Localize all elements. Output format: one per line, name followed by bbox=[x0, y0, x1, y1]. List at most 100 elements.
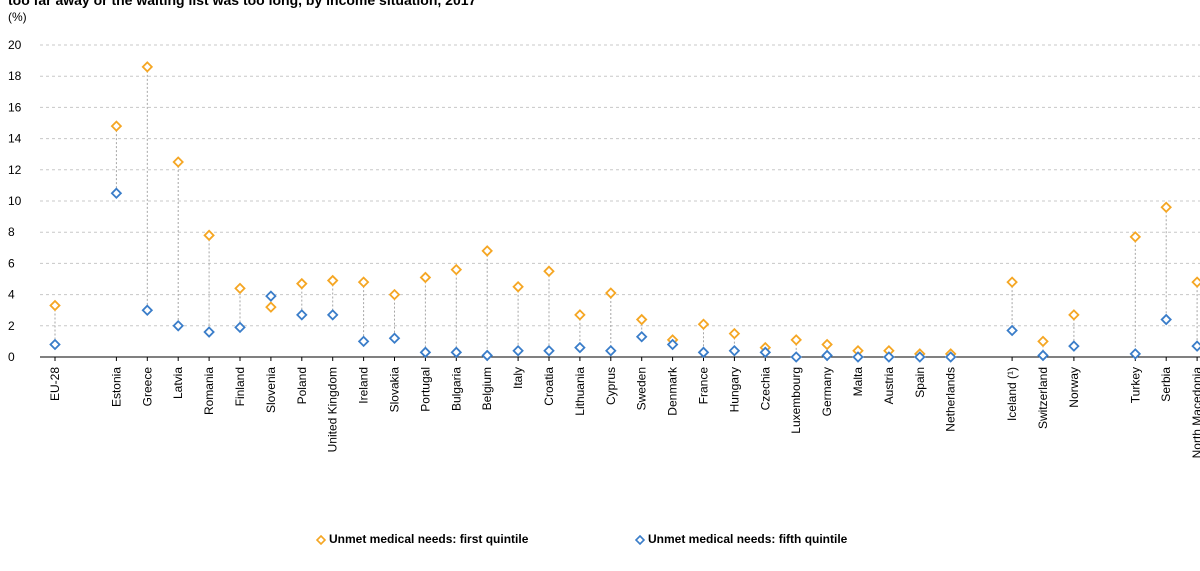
x-tick-label: Portugal bbox=[418, 367, 432, 412]
x-tick-label: Austria bbox=[882, 367, 896, 405]
x-tick-label: Sweden bbox=[635, 367, 649, 410]
data-point-fifth-quintile bbox=[1037, 349, 1049, 362]
x-tick-label: Iceland (¹) bbox=[1005, 367, 1019, 421]
data-point-first-quintile bbox=[790, 334, 802, 346]
y-tick-label: 16 bbox=[8, 100, 22, 114]
legend-item-fifth-quintile: Unmet medical needs: fifth quintile bbox=[634, 531, 848, 547]
data-point-first-quintile bbox=[821, 338, 833, 351]
x-tick-label: Italy bbox=[511, 367, 525, 389]
data-point-fifth-quintile bbox=[172, 320, 184, 332]
data-point-first-quintile bbox=[512, 281, 524, 293]
data-point-fifth-quintile bbox=[790, 351, 802, 363]
data-point-first-quintile bbox=[1160, 201, 1172, 214]
x-tick-label: Denmark bbox=[666, 366, 680, 416]
data-point-first-quintile bbox=[141, 61, 154, 73]
y-tick-label: 12 bbox=[8, 163, 22, 177]
data-point-fifth-quintile bbox=[697, 346, 710, 359]
data-point-fifth-quintile bbox=[944, 351, 957, 363]
data-point-first-quintile bbox=[203, 229, 215, 242]
x-tick-label: Serbia bbox=[1159, 367, 1173, 402]
x-tick-label: France bbox=[697, 367, 711, 405]
data-point-first-quintile bbox=[1037, 335, 1049, 348]
x-tick-label: Cyprus bbox=[604, 367, 618, 405]
x-tick-label: Lithuania bbox=[573, 367, 587, 416]
x-tick-label: Norway bbox=[1067, 367, 1081, 408]
x-tick-label: Estonia bbox=[109, 367, 123, 407]
data-point-first-quintile bbox=[265, 301, 277, 313]
data-point-fifth-quintile bbox=[141, 304, 154, 316]
data-point-fifth-quintile bbox=[574, 341, 586, 354]
x-tick-label: Czechia bbox=[758, 367, 772, 411]
legend-label: Unmet medical needs: fifth quintile bbox=[648, 532, 848, 546]
y-tick-label: 10 bbox=[8, 194, 22, 208]
data-point-fifth-quintile bbox=[265, 290, 277, 302]
data-point-fifth-quintile bbox=[1068, 340, 1080, 352]
data-point-first-quintile bbox=[357, 276, 370, 288]
data-point-first-quintile bbox=[1006, 276, 1018, 288]
data-point-first-quintile bbox=[296, 277, 308, 290]
x-tick-label: Switzerland bbox=[1036, 367, 1050, 429]
data-point-fifth-quintile bbox=[883, 351, 895, 363]
data-point-first-quintile bbox=[326, 274, 339, 287]
data-point-fifth-quintile bbox=[1006, 324, 1018, 337]
data-point-first-quintile bbox=[1129, 231, 1142, 243]
data-point-fifth-quintile bbox=[1160, 313, 1172, 326]
data-point-fifth-quintile bbox=[49, 338, 61, 351]
data-point-first-quintile bbox=[728, 327, 741, 340]
data-point-fifth-quintile bbox=[296, 309, 308, 321]
data-point-fifth-quintile bbox=[852, 351, 864, 363]
x-tick-label: Hungary bbox=[727, 367, 741, 412]
x-tick-label: Ireland bbox=[357, 367, 371, 404]
data-point-fifth-quintile bbox=[357, 335, 370, 348]
data-point-first-quintile bbox=[543, 265, 555, 277]
y-tick-label: 20 bbox=[8, 38, 22, 52]
x-tick-label: Turkey bbox=[1128, 367, 1142, 403]
data-point-first-quintile bbox=[697, 318, 710, 331]
data-point-first-quintile bbox=[234, 282, 246, 295]
x-tick-label: Spain bbox=[913, 367, 927, 398]
x-tick-label: Malta bbox=[851, 367, 865, 397]
y-tick-label: 8 bbox=[8, 225, 15, 239]
data-point-fifth-quintile bbox=[605, 344, 617, 357]
data-point-fifth-quintile bbox=[326, 309, 339, 321]
x-tick-label: Netherlands bbox=[944, 367, 958, 432]
data-point-first-quintile bbox=[419, 271, 432, 284]
data-point-fifth-quintile bbox=[203, 326, 215, 338]
data-point-fifth-quintile bbox=[1129, 348, 1142, 360]
x-tick-label: Bulgaria bbox=[449, 367, 463, 411]
data-point-first-quintile bbox=[172, 156, 184, 168]
x-tick-label: Luxembourg bbox=[789, 367, 803, 434]
data-point-fifth-quintile bbox=[759, 346, 772, 359]
x-tick-label: Germany bbox=[820, 367, 834, 416]
x-tick-label: United Kingdom bbox=[326, 367, 340, 452]
data-point-first-quintile bbox=[110, 120, 123, 132]
data-point-fifth-quintile bbox=[1191, 340, 1200, 352]
x-tick-label: Poland bbox=[295, 367, 309, 404]
x-tick-label: Romania bbox=[202, 367, 216, 415]
data-point-first-quintile bbox=[574, 309, 586, 321]
chart-plot: 0 2 4 6 8 10 12 14 16 18 20 EU-28 Estonia Greece Latvi… bbox=[8, 38, 1200, 458]
data-point-fifth-quintile bbox=[110, 187, 123, 199]
y-tick-label: 0 bbox=[8, 350, 15, 364]
data-point-fifth-quintile bbox=[481, 349, 493, 362]
data-point-fifth-quintile bbox=[388, 332, 401, 345]
data-point-fifth-quintile bbox=[666, 338, 679, 351]
x-tick-label: Slovakia bbox=[388, 367, 402, 413]
orange-diamond-icon bbox=[315, 534, 327, 546]
data-point-fifth-quintile bbox=[234, 321, 246, 334]
blue-diamond-icon bbox=[634, 534, 646, 546]
x-tick-label: Slovenia bbox=[264, 367, 278, 413]
data-point-fifth-quintile bbox=[419, 346, 432, 359]
legend-item-first-quintile: Unmet medical needs: first quintile bbox=[315, 531, 529, 547]
data-point-fifth-quintile bbox=[821, 349, 833, 362]
data-point-first-quintile bbox=[450, 263, 463, 276]
x-tick-label: Greece bbox=[140, 367, 154, 407]
x-tick-label: Latvia bbox=[171, 367, 185, 399]
x-tick-label: Croatia bbox=[542, 367, 556, 406]
y-tick-label: 6 bbox=[8, 256, 15, 270]
x-tick-label: Finland bbox=[233, 367, 247, 406]
legend-label: Unmet medical needs: first quintile bbox=[329, 532, 529, 546]
data-point-first-quintile bbox=[1191, 276, 1200, 288]
y-tick-label: 4 bbox=[8, 288, 15, 302]
y-axis-unit: (%) bbox=[8, 10, 27, 24]
